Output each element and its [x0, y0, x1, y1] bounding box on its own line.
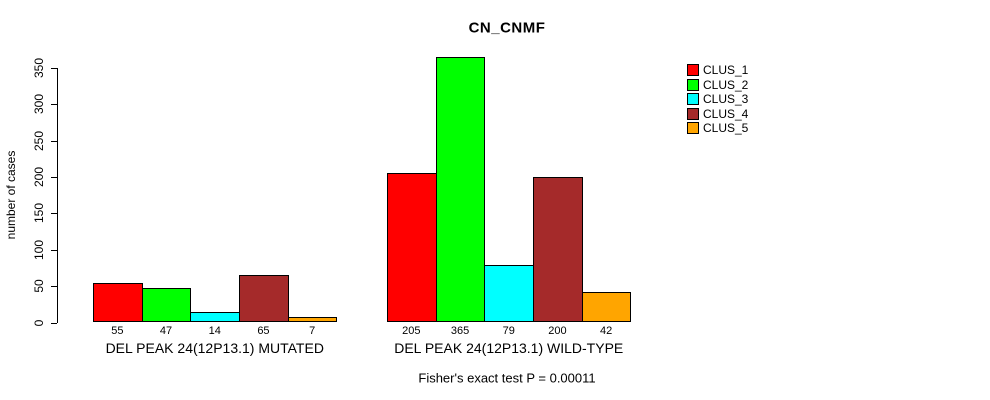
bar-value-label: 79 [502, 324, 515, 337]
group-label: DEL PEAK 24(12P13.1) MUTATED [105, 340, 324, 356]
legend-label: CLUS_4 [703, 106, 749, 121]
bar-clus_5-group2 [581, 291, 632, 323]
y-tick-label: 200 [32, 167, 46, 188]
legend-label: CLUS_2 [703, 77, 749, 92]
y-tick [51, 286, 57, 288]
y-tick-label: 150 [32, 203, 46, 224]
y-tick [51, 249, 57, 251]
bar-clus_4-group2 [533, 177, 583, 323]
y-tick-label: 100 [32, 239, 46, 260]
legend-label: CLUS_5 [703, 121, 749, 136]
y-tick-label: 350 [32, 57, 46, 79]
bar-value-label: 42 [600, 324, 613, 337]
legend-swatch-clus_4 [687, 107, 699, 120]
y-tick-label: 250 [32, 130, 46, 151]
bar-clus_1-group2 [387, 173, 437, 323]
bar-clus_3-group2 [484, 265, 535, 323]
bar-clus_2-group1 [141, 288, 192, 323]
bar-value-label: 205 [402, 324, 421, 337]
annotation-text: Fisher's exact test P = 0.00011 [418, 370, 596, 386]
legend-swatch-clus_5 [687, 122, 699, 135]
bar-value-label: 365 [450, 324, 470, 337]
bar-value-label: 55 [111, 324, 124, 337]
group-label: DEL PEAK 24(12P13.1) WILD-TYPE [394, 340, 624, 356]
legend-swatch-clus_1 [687, 64, 699, 76]
bar-value-label: 65 [257, 324, 270, 337]
bar-value-label: 200 [548, 324, 567, 337]
legend-label: CLUS_3 [703, 92, 749, 107]
y-tick-label: 0 [32, 319, 46, 326]
y-tick [51, 322, 57, 324]
chart-title: CN_CNMF [468, 19, 546, 37]
bar-clus_5-group1 [287, 317, 338, 323]
y-tick [51, 177, 57, 179]
legend-item: CLUS_1 [687, 63, 748, 77]
legend-swatch-clus_3 [687, 93, 699, 106]
y-axis-line [57, 68, 58, 323]
legend-swatch-clus_2 [687, 78, 699, 91]
y-tick-label: 300 [32, 94, 46, 115]
bar-clus_1-group1 [93, 282, 143, 323]
bar-value-label: 7 [309, 324, 316, 337]
legend-item: CLUS_5 [687, 121, 748, 135]
y-axis-label: number of cases [4, 150, 18, 240]
legend-item: CLUS_2 [687, 78, 748, 92]
y-tick [51, 213, 57, 215]
bar-value-label: 14 [208, 324, 221, 337]
bar-clus_3-group1 [190, 312, 241, 323]
y-tick [51, 104, 57, 106]
bar-clus_2-group2 [435, 57, 486, 323]
bar-clus_4-group1 [239, 275, 289, 323]
y-tick [51, 140, 57, 142]
legend-label: CLUS_1 [703, 63, 749, 77]
legend-item: CLUS_4 [687, 107, 748, 121]
bar-value-label: 47 [159, 324, 173, 337]
y-tick-label: 50 [32, 279, 46, 293]
legend-item: CLUS_3 [687, 92, 748, 106]
y-tick [51, 68, 57, 69]
